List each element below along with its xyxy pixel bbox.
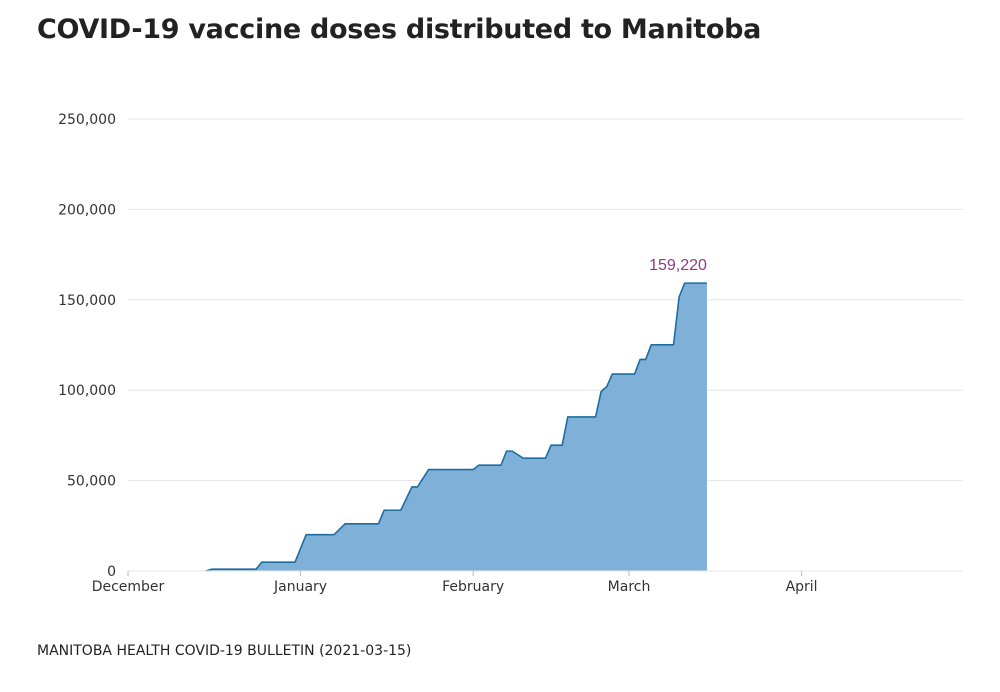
y-tick-label: 150,000 — [58, 293, 116, 309]
gridlines — [128, 118, 963, 482]
axes: 0 50,000 100,000 150,000 200,000 250,000 Decem… — [58, 112, 963, 595]
x-tick-label: April — [786, 579, 818, 595]
y-tick-label: 50,000 — [67, 474, 116, 490]
doses-line — [205, 282, 707, 572]
x-tick-label: March — [608, 579, 651, 595]
x-tick-label: February — [442, 579, 504, 595]
annotation-layer: 159,220 — [649, 257, 707, 274]
y-tick-label: 100,000 — [58, 383, 116, 399]
source-note: MANITOBA HEALTH COVID-19 BULLETIN (2021-… — [37, 643, 412, 659]
y-tick-label: 200,000 — [58, 202, 116, 218]
doses-area — [205, 283, 707, 571]
x-tick-label: January — [273, 579, 327, 595]
latest-value-label: 159,220 — [649, 257, 707, 274]
series-layer — [205, 282, 707, 572]
y-tick-label: 0 — [107, 564, 116, 580]
x-tick-label: December — [92, 579, 165, 595]
y-tick-label: 250,000 — [58, 112, 116, 128]
chart-title: COVID-19 vaccine doses distributed to Ma… — [37, 14, 762, 45]
vaccine-doses-area-chart: 0 50,000 100,000 150,000 200,000 250,000 Decem… — [58, 112, 963, 595]
